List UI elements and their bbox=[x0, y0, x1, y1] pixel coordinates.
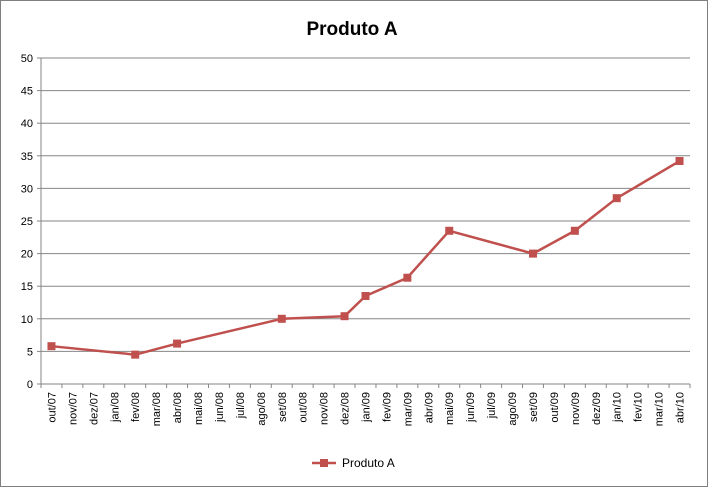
y-tick-label: 10 bbox=[21, 314, 33, 326]
data-point bbox=[445, 226, 454, 235]
x-tick-label: ago/09 bbox=[507, 392, 519, 426]
x-tick-label: abr/10 bbox=[675, 392, 687, 423]
y-tick-label: 40 bbox=[21, 118, 33, 130]
x-tick-label: set/09 bbox=[528, 392, 540, 422]
y-tick-label: 15 bbox=[21, 281, 33, 293]
x-tick-label: fev/10 bbox=[633, 392, 645, 422]
x-axis-ticks: out/07 nov/07 dez/07 jan/08 fev/08 mar/08 abr/… bbox=[40, 384, 691, 426]
data-point bbox=[277, 314, 286, 323]
data-point bbox=[173, 339, 182, 348]
data-point bbox=[340, 312, 349, 321]
x-tick-label: mai/08 bbox=[193, 392, 205, 425]
y-tick-label: 35 bbox=[21, 151, 33, 163]
y-tick-label: 50 bbox=[21, 53, 33, 65]
data-point bbox=[528, 249, 537, 258]
x-tick-label: jun/08 bbox=[214, 392, 226, 423]
x-tick-label: nov/09 bbox=[570, 392, 582, 425]
y-tick-label: 30 bbox=[21, 183, 33, 195]
data-point bbox=[570, 226, 579, 235]
y-axis-ticks: 0 5 10 15 20 25 30 35 40 45 50 bbox=[21, 53, 41, 391]
x-tick-label: dez/09 bbox=[591, 392, 603, 425]
x-tick-label: out/07 bbox=[46, 392, 58, 423]
data-point bbox=[403, 273, 412, 282]
x-tick-label: nov/08 bbox=[319, 392, 331, 425]
x-tick-label: jun/09 bbox=[465, 392, 477, 423]
legend-marker bbox=[320, 459, 328, 467]
x-tick-label: jul/08 bbox=[235, 392, 247, 419]
x-tick-label: mai/09 bbox=[444, 392, 456, 425]
series-group bbox=[47, 157, 684, 359]
x-tick-label: nov/07 bbox=[67, 392, 79, 425]
x-tick-label: jul/09 bbox=[486, 392, 498, 419]
legend-label: Produto A bbox=[342, 456, 395, 470]
x-tick-label: abr/08 bbox=[172, 392, 184, 423]
y-tick-label: 45 bbox=[21, 86, 33, 98]
x-tick-label: ago/08 bbox=[256, 392, 268, 426]
data-point bbox=[675, 157, 684, 166]
y-tick-label: 0 bbox=[27, 379, 33, 391]
x-tick-label: out/08 bbox=[298, 392, 310, 423]
data-point bbox=[47, 342, 56, 351]
x-tick-label: jan/09 bbox=[361, 392, 373, 423]
x-tick-label: set/08 bbox=[277, 392, 289, 422]
chart-title: Produto A bbox=[306, 19, 397, 40]
legend: Produto A bbox=[312, 456, 395, 470]
x-tick-label: dez/08 bbox=[340, 392, 352, 425]
data-point bbox=[612, 194, 621, 203]
data-point bbox=[131, 350, 140, 359]
x-tick-label: mar/09 bbox=[402, 392, 414, 426]
x-tick-label: fev/09 bbox=[381, 392, 393, 422]
data-point bbox=[361, 291, 370, 300]
x-tick-label: mar/10 bbox=[654, 392, 666, 426]
x-tick-label: abr/09 bbox=[423, 392, 435, 423]
y-tick-label: 25 bbox=[21, 216, 33, 228]
x-tick-label: jan/10 bbox=[612, 392, 624, 423]
series-line bbox=[51, 159, 681, 356]
gridlines bbox=[40, 57, 690, 385]
x-tick-label: dez/07 bbox=[88, 392, 100, 425]
y-tick-label: 20 bbox=[21, 249, 33, 261]
x-tick-label: fev/08 bbox=[130, 392, 142, 422]
y-tick-label: 5 bbox=[27, 346, 33, 358]
x-tick-label: jan/08 bbox=[109, 392, 121, 423]
x-tick-label: out/09 bbox=[549, 392, 561, 423]
x-tick-label: mar/08 bbox=[151, 392, 163, 426]
